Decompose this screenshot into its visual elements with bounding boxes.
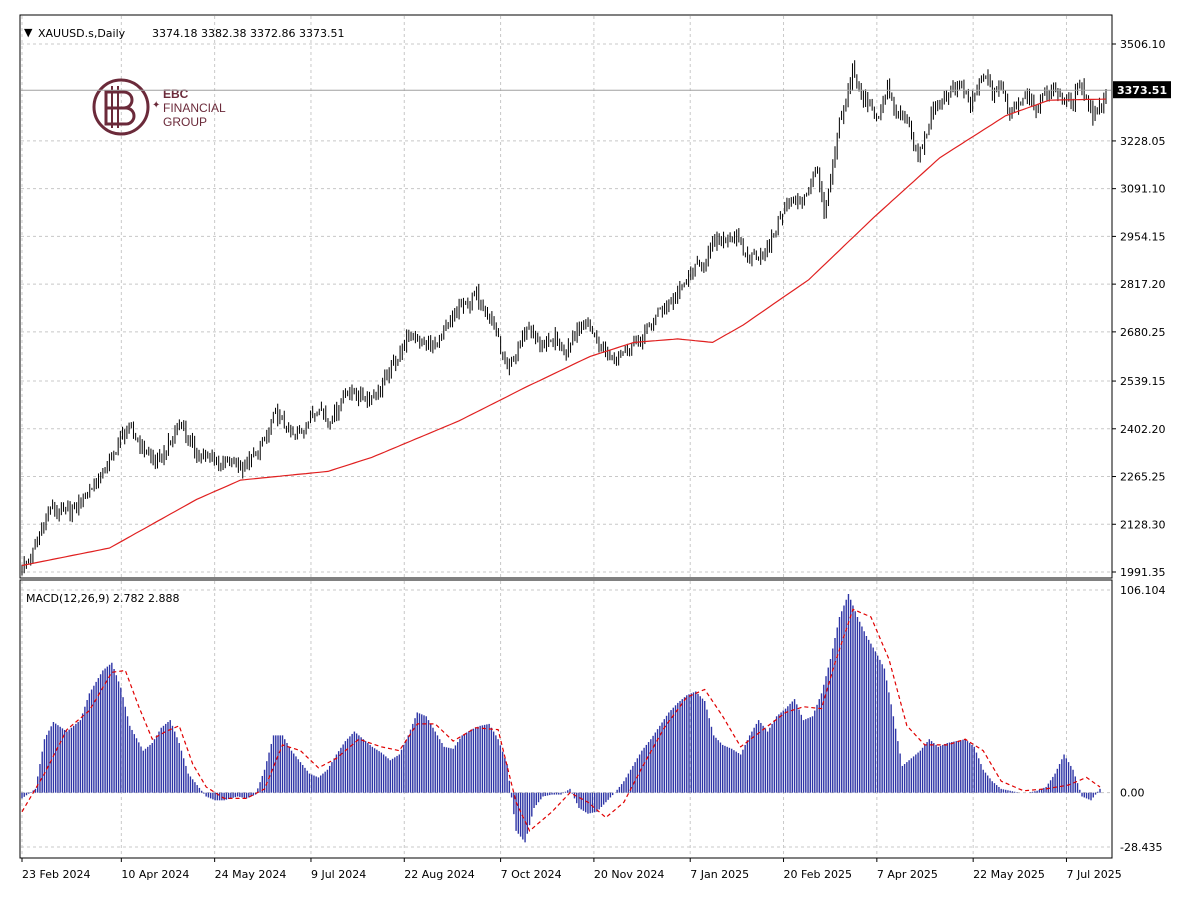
svg-text:✦: ✦ — [152, 100, 160, 111]
x-tick-label: 7 Jan 2025 — [690, 868, 749, 881]
x-tick-label: 23 Feb 2024 — [22, 868, 90, 881]
macd-panel-frame — [19, 579, 1113, 859]
x-tick-label: 7 Oct 2024 — [501, 868, 562, 881]
y-tick-label: 3506.10 — [1120, 38, 1166, 51]
macd-tick-label: 106.104 — [1120, 584, 1166, 597]
x-tick-label: 24 May 2024 — [215, 868, 287, 881]
logo-line-1: EBC — [163, 87, 189, 101]
y-tick-label: 2402.20 — [1120, 423, 1166, 436]
macd-axis: 106.104 0.00 -28.435 — [1120, 584, 1166, 854]
logo-line-2: FINANCIAL — [163, 101, 226, 115]
y-tick-label: 2680.25 — [1120, 326, 1166, 339]
macd-label: MACD(12,26,9) 2.782 2.888 — [26, 592, 180, 605]
x-tick-label: 7 Apr 2025 — [877, 868, 938, 881]
y-tick-label: 2539.15 — [1120, 375, 1166, 388]
y-tick-label: 3228.05 — [1120, 135, 1166, 148]
macd-histogram — [21, 594, 1101, 843]
price-panel-frame — [19, 14, 1113, 579]
y-tick-label: 2954.15 — [1120, 230, 1166, 243]
macd-tick-label: 0.00 — [1120, 787, 1145, 800]
x-tick-label: 22 May 2025 — [973, 868, 1045, 881]
ohlc-values: 3374.18 3382.38 3372.86 3373.51 — [152, 27, 344, 40]
time-axis: 23 Feb 2024 10 Apr 2024 24 May 2024 9 Jul 2… — [21, 858, 1122, 881]
moving-average-line — [21, 98, 1107, 567]
ebc-logo: ✦ EBC FINANCIAL GROUP — [92, 78, 226, 136]
x-tick-label: 7 Jul 2025 — [1066, 868, 1121, 881]
y-tick-label: 2265.25 — [1120, 471, 1166, 484]
x-tick-label: 20 Feb 2025 — [784, 868, 852, 881]
logo-line-3: GROUP — [163, 115, 207, 129]
x-tick-label: 20 Nov 2024 — [594, 868, 664, 881]
x-tick-label: 22 Aug 2024 — [404, 868, 474, 881]
price-axis: 3506.10 3228.05 3091.10 2954.15 2817.20 2680.… — [1112, 38, 1166, 579]
last-price-badge: 3373.51 — [1113, 81, 1171, 99]
symbol-label: XAUUSD.s,Daily — [38, 27, 126, 40]
x-tick-label: 9 Jul 2024 — [311, 868, 366, 881]
last-price-badge-text: 3373.51 — [1117, 84, 1167, 97]
macd-tick-label: -28.435 — [1120, 841, 1162, 854]
candles-layer — [21, 60, 1107, 576]
y-tick-label: 3091.10 — [1120, 183, 1166, 196]
y-tick-label: 2128.30 — [1120, 518, 1166, 531]
y-tick-label: 2817.20 — [1120, 278, 1166, 291]
macd-signal-line — [21, 608, 1101, 832]
x-tick-label: 10 Apr 2024 — [121, 868, 189, 881]
collapse-arrow-icon[interactable]: ▼ — [24, 26, 33, 39]
y-tick-label: 1991.35 — [1120, 566, 1166, 579]
